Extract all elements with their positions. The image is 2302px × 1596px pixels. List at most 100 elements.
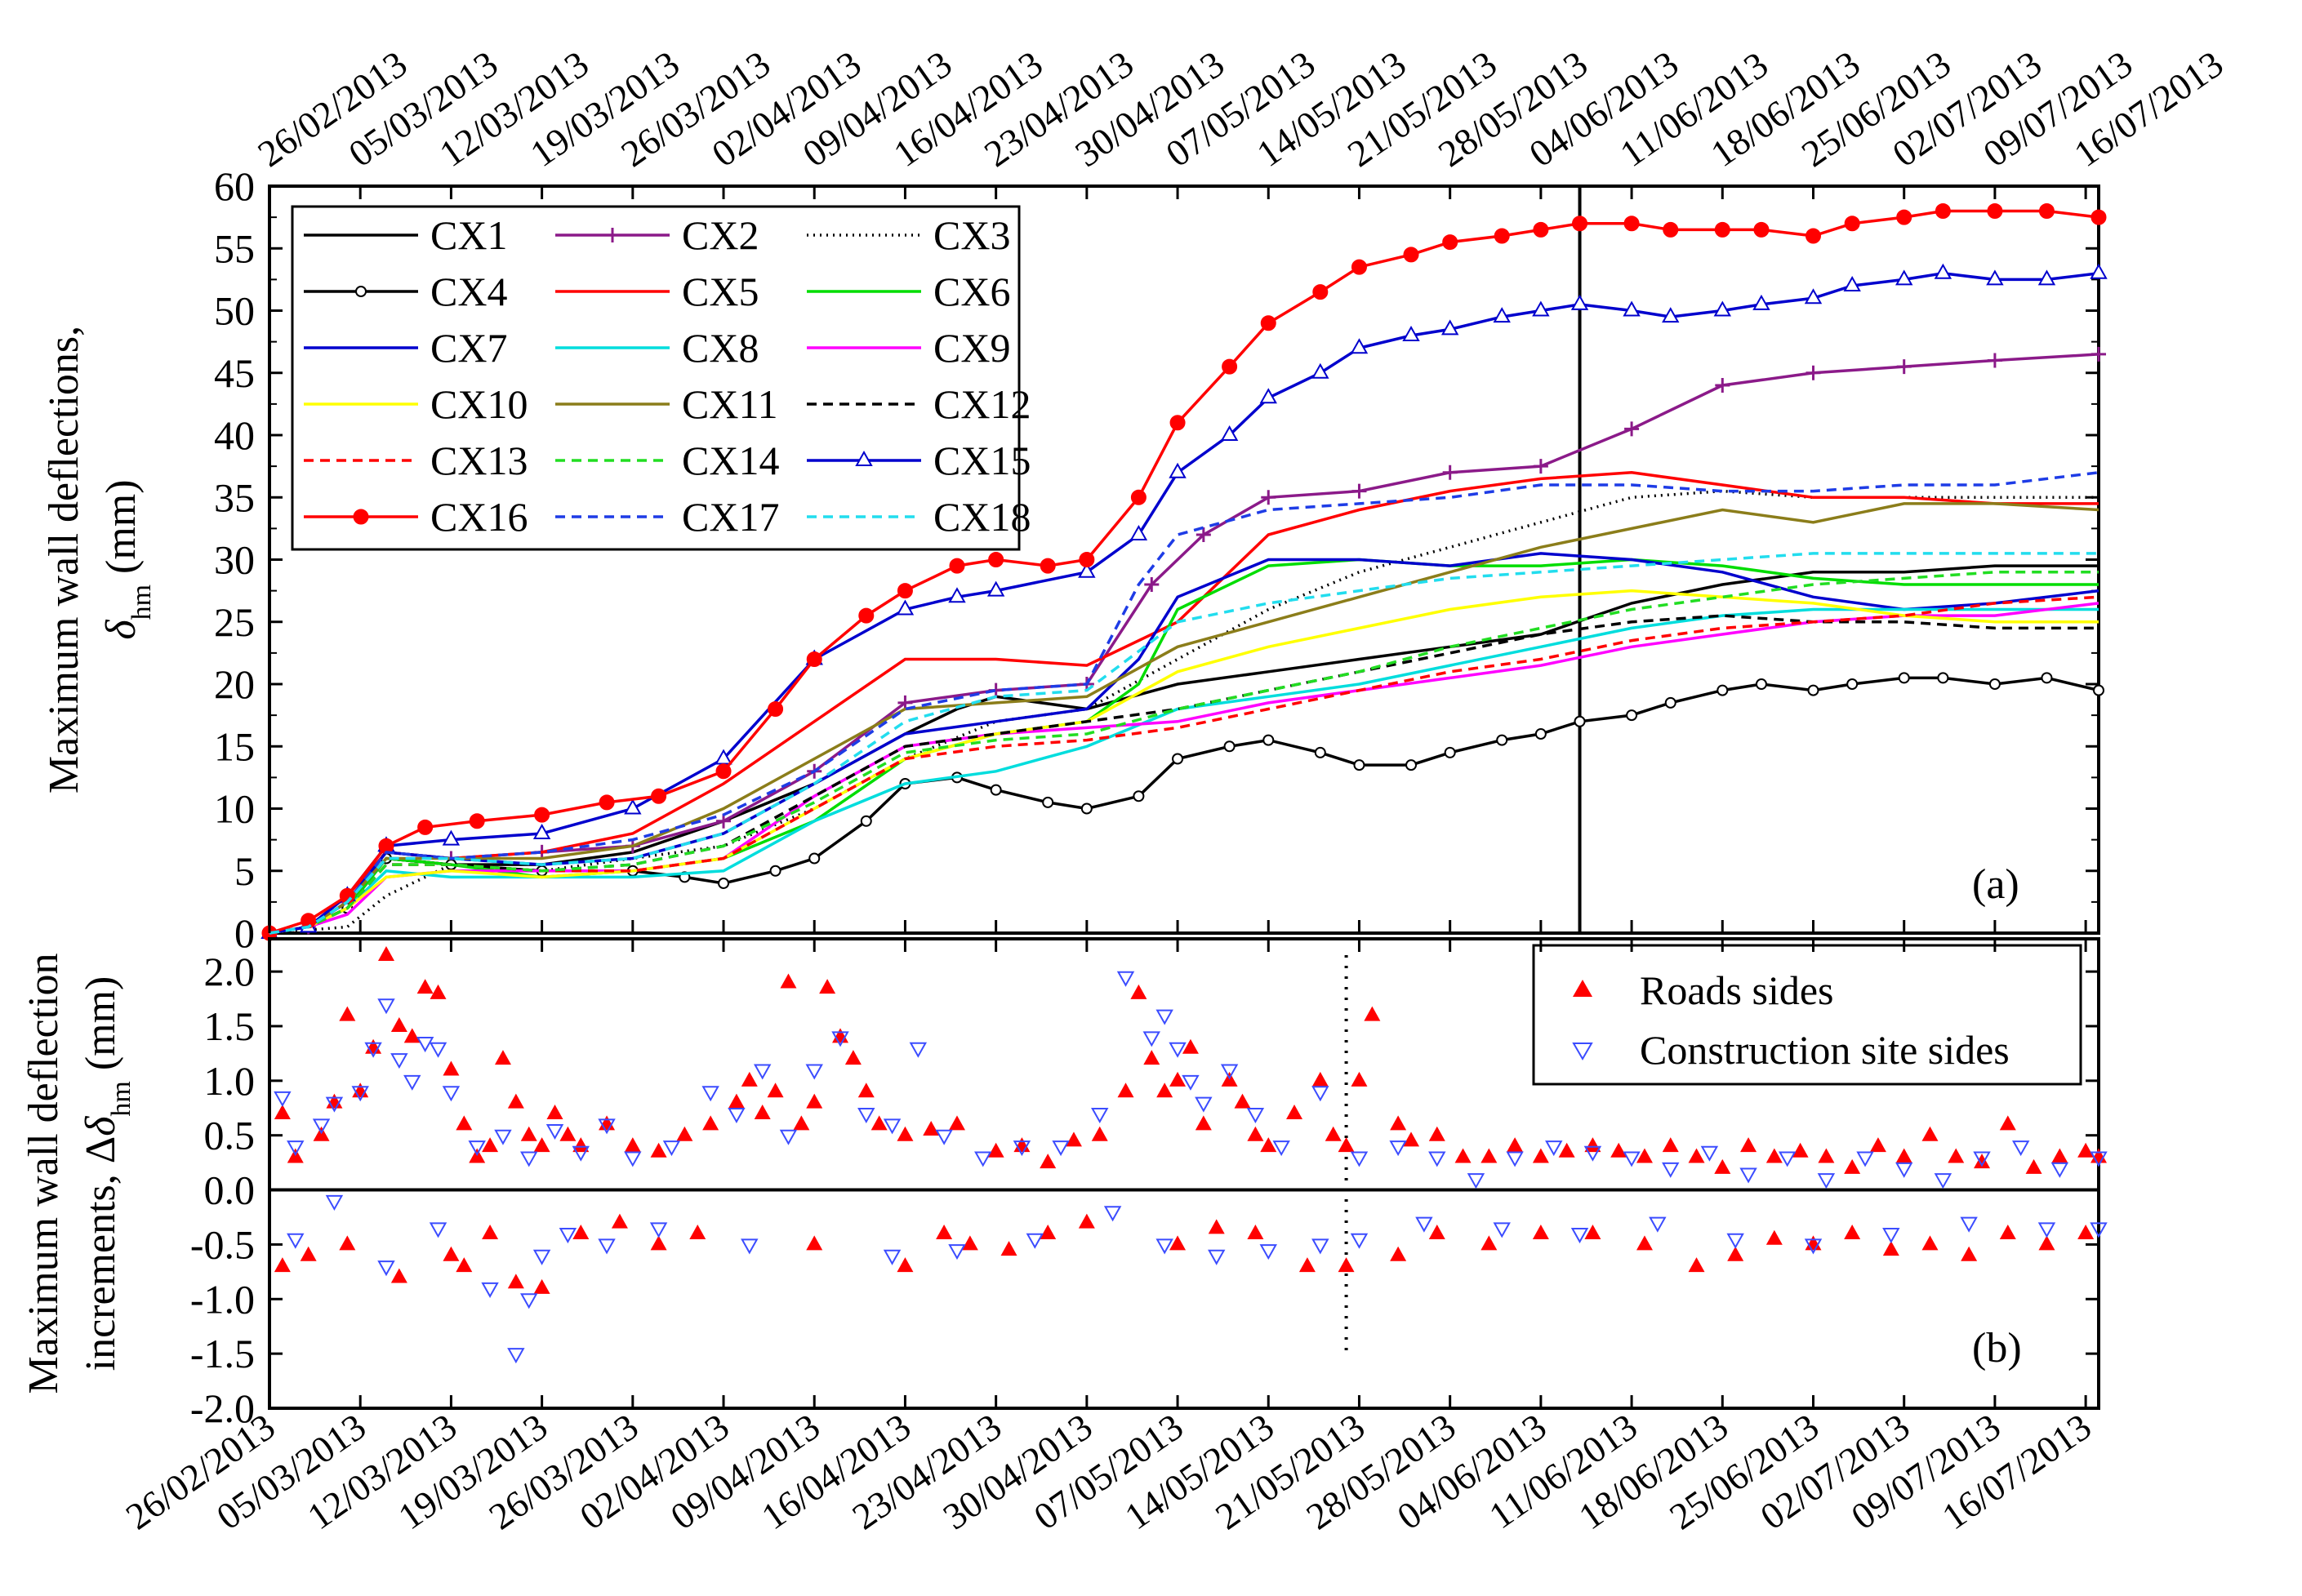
data-point-construction-site-sides [974, 1151, 992, 1167]
data-point-roads-sides [689, 1225, 706, 1240]
data-point-construction-site-sides [325, 1096, 344, 1113]
data-point-roads-sides [456, 1257, 473, 1273]
data-point-roads-sides [300, 1246, 317, 1261]
data-point-construction-site-sides [1804, 1238, 1823, 1255]
data-point-construction-site-sides [1779, 1151, 1797, 1167]
data-point-cx16 [1805, 228, 1821, 244]
data-point-cx16 [1663, 221, 1679, 238]
y-tick-label-b: 0.0 [204, 1167, 256, 1213]
legend-marker-cx4 [355, 286, 367, 297]
data-point-roads-sides [339, 1235, 356, 1251]
data-point-construction-site-sides [520, 1293, 538, 1309]
data-point-construction-site-sides [805, 1064, 823, 1080]
data-point-construction-site-sides [1220, 1064, 1239, 1080]
data-point-construction-site-sides [831, 1031, 849, 1047]
y-axis-label-a-line2: δhm (mm) [98, 479, 157, 639]
data-point-roads-sides [897, 1257, 914, 1273]
y-tick-label-a: 20 [214, 661, 255, 707]
data-point-cx16 [1169, 415, 1186, 431]
data-point-cx4 [1314, 746, 1326, 758]
data-point-roads-sides [1169, 1071, 1187, 1087]
data-point-roads-sides [1338, 1137, 1355, 1153]
data-point-construction-site-sides [1026, 1233, 1044, 1249]
data-point-roads-sides [897, 1126, 914, 1141]
data-point-cx16 [1312, 284, 1329, 300]
y-tick-label-a: 40 [214, 412, 255, 458]
data-point-construction-site-sides [1960, 1216, 1978, 1233]
data-point-construction-site-sides [909, 1042, 928, 1058]
data-point-cx15 [1934, 263, 1952, 279]
series-line-cx18 [269, 552, 2099, 935]
data-point-roads-sides [767, 1083, 784, 1098]
data-point-cx15 [1440, 319, 1459, 336]
data-point-cx4 [808, 852, 821, 865]
y-tick-label-a: 45 [214, 350, 255, 396]
data-point-cx15 [1169, 462, 1187, 478]
data-point-roads-sides [507, 1093, 524, 1109]
data-point-construction-site-sides [1895, 1162, 1913, 1178]
data-point-construction-site-sides [1155, 1238, 1173, 1255]
data-point-cx15 [1986, 269, 2004, 286]
data-point-roads-sides [936, 1225, 953, 1240]
series-line-cx8 [269, 607, 2099, 935]
data-point-construction-site-sides [351, 1086, 369, 1102]
data-point-cx15 [1895, 269, 1913, 286]
legend-label-cx7: CX7 [430, 325, 507, 371]
data-point-roads-sides [1999, 1115, 2016, 1131]
data-point-construction-site-sides [624, 1151, 642, 1167]
data-point-roads-sides [1584, 1225, 1601, 1240]
data-point-cx16 [949, 558, 965, 574]
data-point-cx15 [1804, 288, 1823, 305]
data-point-roads-sides [2051, 1148, 2068, 1163]
data-point-roads-sides [1961, 1246, 1978, 1261]
y-tick-label-b: 0.5 [204, 1113, 256, 1158]
data-point-roads-sides [1247, 1225, 1264, 1240]
data-point-roads-sides [443, 1246, 460, 1261]
data-point-cx4 [1042, 796, 1054, 808]
data-point-construction-site-sides [662, 1140, 681, 1157]
legend-label-cx8: CX8 [682, 325, 759, 371]
data-point-cx16 [651, 788, 667, 804]
data-point-construction-site-sides [325, 1194, 344, 1211]
data-point-roads-sides [1727, 1246, 1744, 1261]
series-cx15 [260, 263, 2108, 939]
data-point-roads-sides [1765, 1229, 1783, 1245]
data-point-cx16 [988, 552, 1004, 567]
data-point-cx16 [1623, 216, 1640, 232]
data-point-construction-site-sides [2037, 1222, 2056, 1238]
data-point-roads-sides [2077, 1225, 2095, 1240]
data-point-cx4 [1223, 740, 1236, 753]
panel-b-label: (b) [1972, 1325, 2022, 1371]
data-point-roads-sides [456, 1115, 473, 1131]
data-point-roads-sides [1040, 1225, 1057, 1240]
data-point-construction-site-sides [287, 1140, 305, 1157]
data-point-cx15 [1402, 325, 1420, 341]
data-point-cx4 [1080, 802, 1093, 815]
y-tick-label-a: 35 [214, 474, 255, 520]
data-point-construction-site-sides [1493, 1222, 1511, 1238]
data-point-roads-sides [1844, 1225, 1861, 1240]
data-point-cx4 [1133, 790, 1145, 802]
data-point-roads-sides [1143, 1050, 1160, 1065]
data-point-construction-site-sides [1091, 1107, 1109, 1123]
data-point-cx15 [1493, 307, 1511, 323]
data-point-construction-site-sides [779, 1129, 798, 1145]
data-point-roads-sides [533, 1278, 550, 1294]
data-point-cx16 [1844, 216, 1860, 232]
y-axis-label-b-line2: increments, Δδhm (mm) [78, 976, 136, 1371]
data-point-cx16 [1572, 216, 1588, 232]
legend-b-box [1532, 944, 2082, 1086]
series-construction-site-sides [274, 971, 2108, 1364]
data-point-construction-site-sides [468, 1140, 486, 1157]
data-point-roads-sides [961, 1235, 978, 1251]
data-point-cx16 [1040, 558, 1056, 574]
data-point-construction-site-sides [1623, 1151, 1641, 1167]
data-point-roads-sides [1921, 1126, 1939, 1141]
data-point-cx16 [1935, 203, 1951, 219]
data-point-cx4 [1262, 734, 1275, 746]
data-point-construction-site-sides [312, 1118, 331, 1135]
data-point-roads-sides [806, 1235, 823, 1251]
data-point-cx2 [1196, 527, 1211, 542]
data-point-cx4 [1988, 678, 2001, 690]
data-point-construction-site-sides [1545, 1140, 1563, 1157]
